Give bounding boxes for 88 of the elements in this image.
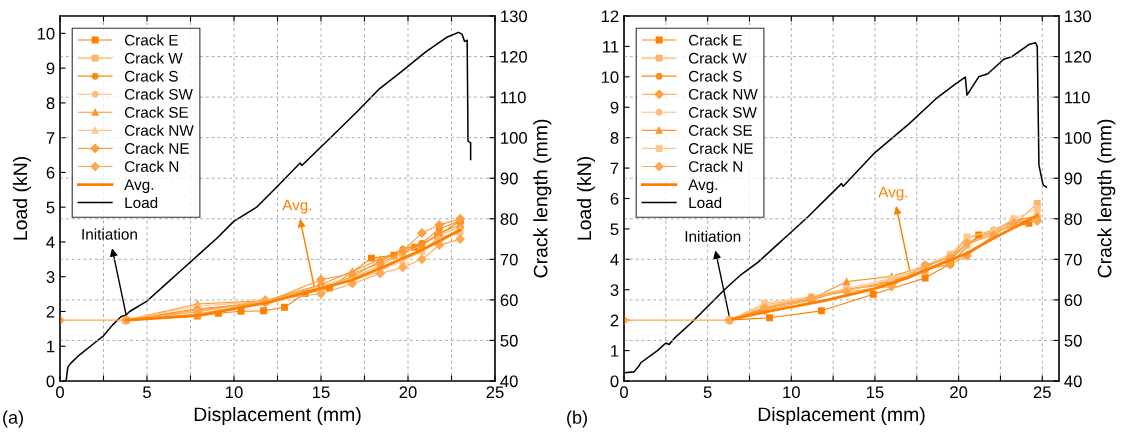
y-tick-label: 1 xyxy=(611,345,619,357)
x-tick-label: 5 xyxy=(143,386,151,399)
y2-tick-label: 90 xyxy=(500,172,518,185)
legend-label: Crack S xyxy=(124,70,178,82)
annotation: Initiation xyxy=(685,230,741,242)
y2-tick-label: 80 xyxy=(1064,213,1082,225)
legend-label: Load xyxy=(125,196,158,209)
legend-label: Avg. xyxy=(124,179,154,194)
y-tick-label: 4 xyxy=(610,253,619,266)
y-tick-label: 2 xyxy=(610,314,619,327)
y-axis-title: Load (kN) xyxy=(12,157,32,240)
legend-label: Crack W xyxy=(688,52,747,64)
y-tick-label: 6 xyxy=(610,192,619,205)
legend-label: Crack SW xyxy=(124,88,193,100)
legend-label: Crack N xyxy=(124,160,179,172)
y2-tick-label: 110 xyxy=(1065,91,1090,104)
y2-tick-label: 110 xyxy=(501,91,526,104)
y2-tick-label: 50 xyxy=(1064,334,1082,347)
y-tick-label: 6 xyxy=(46,166,55,179)
y-tick-label: 0 xyxy=(610,375,619,388)
y-tick-label: 5 xyxy=(46,201,55,214)
x-tick-label: 0 xyxy=(620,386,628,399)
legend-label: Crack NW xyxy=(688,88,758,100)
y-tick-label: 7 xyxy=(46,132,55,144)
legend-label: Crack SE xyxy=(688,124,753,136)
y2-tick-label: 100 xyxy=(501,132,528,144)
y2-tick-label: 70 xyxy=(500,253,518,266)
x-axis-title: Displacement (mm) xyxy=(194,406,361,426)
y2-tick-label: 50 xyxy=(500,334,518,347)
x-tick-label: 25 xyxy=(1033,386,1051,399)
y2-axis-title: Crack length (mm) xyxy=(533,119,552,278)
x-tick-label: 5 xyxy=(703,386,712,399)
text: (b) xyxy=(567,410,587,428)
y-tick-label: 12 xyxy=(601,10,619,23)
y2-tick-label: 120 xyxy=(1065,50,1092,63)
y-tick-label: 10 xyxy=(37,27,55,40)
y2-tick-label: 70 xyxy=(1064,253,1082,266)
y-tick-label: 4 xyxy=(46,236,55,248)
y2-tick-label: 80 xyxy=(500,213,518,225)
y-tick-label: 8 xyxy=(610,132,619,144)
legend-label: Crack NE xyxy=(688,142,753,154)
text: (a) xyxy=(3,410,23,428)
y-axis-title: Load (kN) xyxy=(576,157,596,240)
legend-label: Crack SW xyxy=(688,106,757,118)
y-tick-label: 2 xyxy=(46,305,55,318)
y-tick-label: 8 xyxy=(46,97,55,110)
x-tick-label: 10 xyxy=(226,386,243,399)
y2-tick-label: 130 xyxy=(1065,10,1092,23)
legend-label: Avg. xyxy=(688,179,718,194)
y2-tick-label: 60 xyxy=(500,294,518,307)
x-tick-label: 20 xyxy=(399,386,417,399)
legend-label: Crack E xyxy=(688,34,742,46)
y-tick-label: 0 xyxy=(46,375,55,388)
annotation: Avg. xyxy=(878,186,908,201)
y-tick-label: 1 xyxy=(47,340,55,353)
legend-label: Crack SE xyxy=(124,106,189,118)
x-tick-label: 0 xyxy=(56,386,64,399)
y-tick-label: 9 xyxy=(46,62,55,75)
x-tick-label: 20 xyxy=(950,386,968,399)
legend-label: Crack NE xyxy=(124,142,189,154)
legend-label: Crack S xyxy=(688,70,742,82)
x-tick-label: 10 xyxy=(783,386,800,399)
y2-tick-label: 120 xyxy=(501,50,528,63)
annotation: Initiation xyxy=(82,228,137,240)
y-tick-label: 5 xyxy=(610,223,619,236)
y2-tick-label: 90 xyxy=(1064,172,1082,185)
annotation: Avg. xyxy=(282,199,312,214)
y-tick-label: 11 xyxy=(603,40,619,53)
y2-tick-label: 130 xyxy=(501,10,528,23)
x-axis-title: Displacement (mm) xyxy=(758,406,925,426)
y2-tick-label: 40 xyxy=(1064,375,1082,388)
legend-label: Crack NW xyxy=(124,124,194,136)
y-tick-label: 10 xyxy=(601,71,619,84)
y-tick-label: 3 xyxy=(610,284,619,296)
y-tick-label: 7 xyxy=(610,162,619,175)
y-tick-label: 3 xyxy=(46,271,55,283)
legend-label: Crack W xyxy=(124,52,183,64)
y2-axis-title: Crack length (mm) xyxy=(1097,119,1116,278)
y-tick-label: 9 xyxy=(610,101,619,114)
y2-tick-label: 100 xyxy=(1065,132,1092,144)
legend-label: Crack E xyxy=(124,34,178,46)
legend-label: Load xyxy=(689,196,722,209)
x-tick-label: 15 xyxy=(313,386,330,399)
x-tick-label: 15 xyxy=(866,386,884,399)
legend-label: Crack N xyxy=(688,160,743,172)
y2-tick-label: 60 xyxy=(1064,294,1082,307)
y2-tick-label: 40 xyxy=(500,375,518,388)
x-tick-label: 25 xyxy=(486,386,504,399)
